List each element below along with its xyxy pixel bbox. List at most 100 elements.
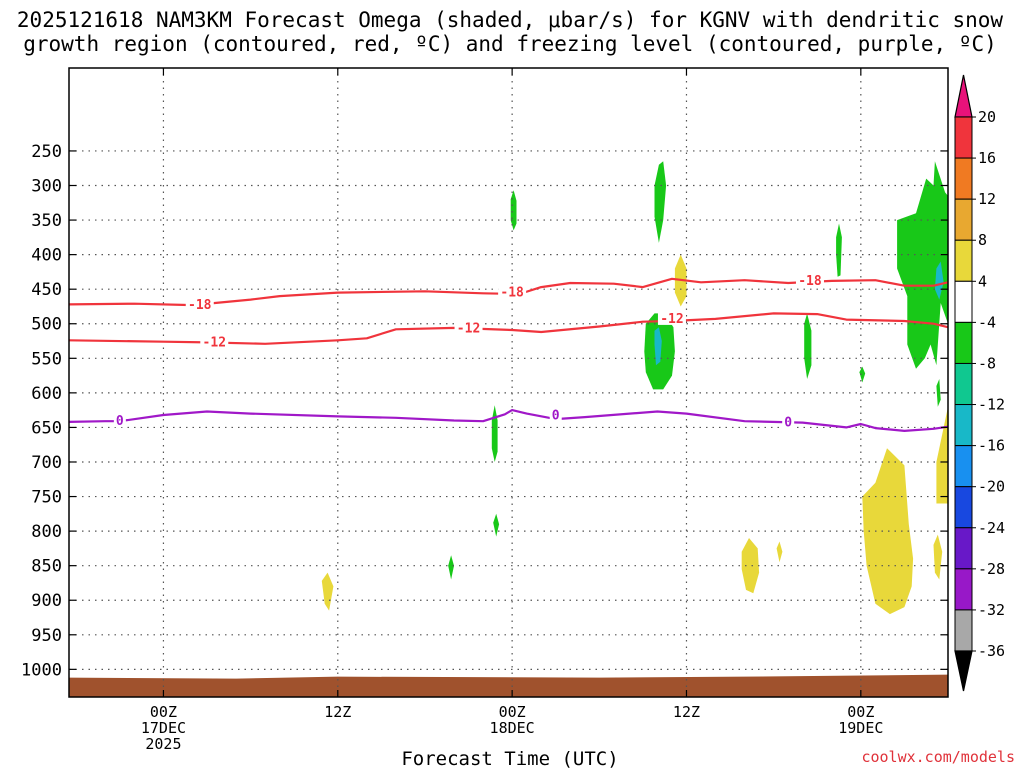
dgz-minus12-label: -12 [660,312,683,327]
colorbar-top-arrow [954,74,973,118]
colorbar-bin [954,609,973,652]
colorbar: 20 16 12 8 4 -4 -8 -12 -16 -20 -24 -28 -32 -36 [954,74,1005,692]
colorbar-label: 20 [978,108,996,126]
downward-omega-4 [776,541,783,563]
ground-terrain [69,674,948,697]
x-tick-label: 17DEC [141,719,186,737]
y-tick-label: 900 [31,591,62,611]
y-axis-ticks: 250 300 350 400 450 500 550 600 650 700 750 800 850 9… [21,142,948,680]
x-axis-label: Forecast Time (UTC) [401,748,618,768]
y-tick-label: 750 [31,488,62,508]
freezing-level-0-line [68,409,949,432]
y-tick-label: 350 [31,211,62,231]
dgz-minus18-label: -18 [500,286,524,301]
y-tick-label: 800 [31,522,62,542]
colorbar-label: -8 [978,354,996,372]
upward-omega-10 [897,161,948,369]
upward-omega-3-core [654,327,662,366]
y-tick-label: 700 [31,453,62,473]
colorbar-label: -32 [978,601,1005,619]
colorbar-bin [954,527,973,570]
y-tick-label: 950 [31,626,62,646]
y-tick-label: 450 [31,280,62,300]
x-tick-label: 00Z [150,703,177,721]
colorbar-bin [954,568,973,611]
freezing-level-0-label: 0 [552,409,560,424]
colorbar-bin [954,280,973,323]
colorbar-label: 16 [978,149,996,167]
x-tick-label: 00Z [847,703,874,721]
dgz-minus12-line [68,312,949,345]
upward-omega-9 [859,366,866,383]
freezing-level-0-label: 0 [784,416,792,431]
x-tick-label: 12Z [324,703,351,721]
colorbar-bin [954,116,973,159]
dgz-minus12-label: -12 [457,322,480,337]
colorbar-label: -12 [978,396,1005,414]
upward-omega-8 [836,223,842,277]
x-tick-label: 2025 [145,735,181,753]
colorbar-label: -36 [978,642,1005,660]
downward-omega-5 [862,448,914,615]
colorbar-label: -16 [978,437,1005,455]
y-tick-label: 500 [31,315,62,335]
y-tick-label: 400 [31,246,62,266]
colorbar-label: 12 [978,190,996,208]
y-tick-label: 600 [31,384,62,404]
y-tick-label: 250 [31,142,62,162]
colorbar-label: -4 [978,313,996,331]
dgz-minus18-label-bg [185,297,214,312]
y-tick-label: 300 [31,177,62,197]
y-tick-label: 1000 [21,660,62,680]
dgz-minus12-label: -12 [203,335,226,350]
dgz-minus18-label: -18 [188,298,212,313]
upward-omega-7 [804,313,812,379]
freezing-level-0-label-bg [549,407,562,422]
x-tick-label: 18DEC [490,719,535,737]
x-tick-label: 19DEC [838,719,883,737]
colorbar-bin [954,198,973,241]
dgz-minus18-line [68,277,949,307]
colorbar-label: -28 [978,560,1005,578]
freezing-level-0-label: 0 [116,414,124,429]
dgz-minus18-label-bg [498,284,527,299]
freezing-level-0-label-bg [782,414,795,429]
plot-frame [68,67,949,698]
colorbar-label: 4 [978,272,987,290]
colorbar-bin [954,445,973,488]
downward-omega-3 [741,538,760,594]
x-tick-label: 12Z [673,703,700,721]
dgz-minus18-label-bg [795,272,824,287]
x-tick-label: 00Z [499,703,526,721]
upward-omega-4 [491,405,498,462]
colorbar-label: -24 [978,519,1005,537]
y-tick-label: 550 [31,349,62,369]
downward-omega-6 [933,534,943,580]
dgz-minus12-label-bg [200,334,229,349]
downward-omega-7 [936,406,948,504]
plot-background [69,68,948,697]
colorbar-bin [954,321,973,364]
downward-omega-1 [321,572,334,611]
colorbar-bin [954,239,973,282]
dgz-minus12-label-bg [657,310,686,325]
upward-omega-6 [448,555,454,580]
credit-text: coolwx.com/models [861,748,1015,766]
plot-area: -18 -18 -18 -12 -12 -12 0 0 0 [68,67,949,698]
upward-omega-2 [654,161,667,243]
freezing-level-0-label-bg [113,413,126,428]
colorbar-label: -20 [978,478,1005,496]
colorbar-bin [954,404,973,447]
colorbar-bin [954,486,973,529]
colorbar-bin [954,157,973,200]
colorbar-bin [954,362,973,406]
y-tick-label: 650 [31,418,62,438]
chart-title-line2: growth region (contoured, red, ºC) and f… [23,32,997,56]
colorbar-bottom-arrow [954,650,973,692]
y-tick-label: 850 [31,557,62,577]
dgz-minus18-label: -18 [798,274,822,289]
dgz-minus12-label-bg [454,320,483,335]
upward-omega-5 [493,513,500,537]
